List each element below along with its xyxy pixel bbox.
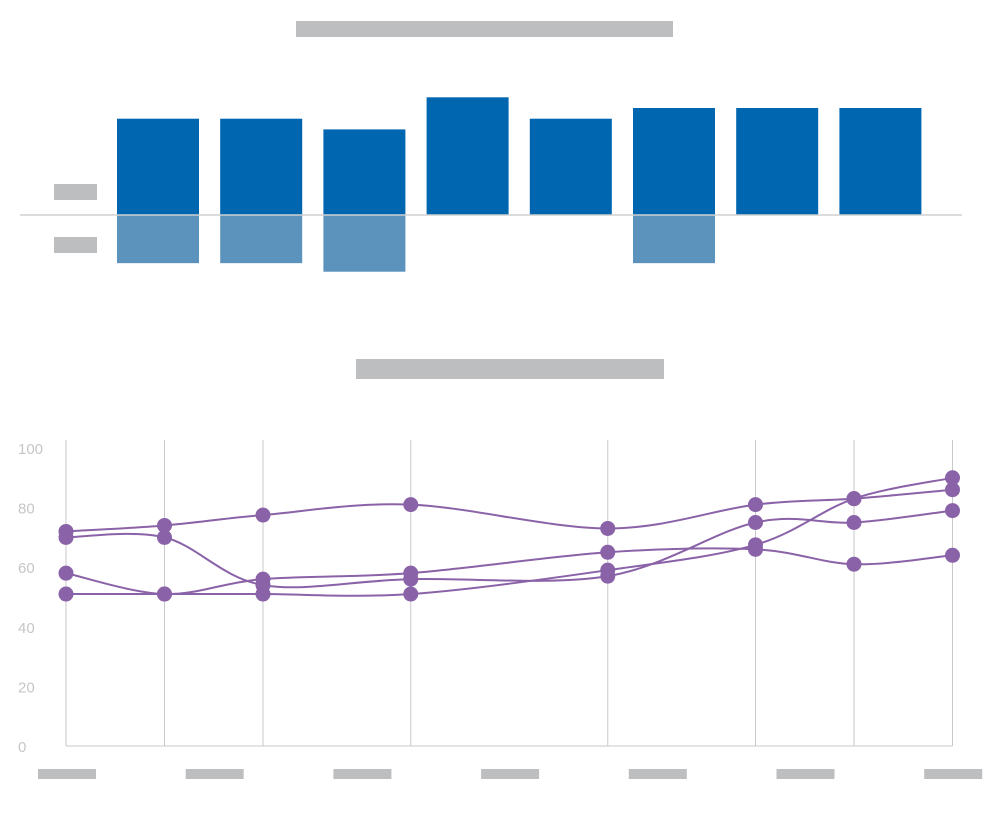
series-line-1 bbox=[65, 488, 953, 533]
series-4-point bbox=[945, 470, 960, 486]
bar-negative bbox=[323, 215, 406, 272]
y-tick-label: 80 bbox=[18, 501, 35, 518]
series-3-point bbox=[255, 571, 271, 587]
x-label-placeholder bbox=[185, 769, 244, 779]
y-tick-label: 20 bbox=[18, 679, 35, 696]
bar-positive bbox=[529, 118, 612, 215]
series-4-point bbox=[748, 537, 763, 553]
bar-legend-positive-placeholder bbox=[54, 184, 97, 200]
series-1-point bbox=[945, 482, 960, 498]
series-line-4 bbox=[66, 476, 953, 597]
series-3-point bbox=[945, 547, 960, 563]
series-4-point bbox=[600, 562, 616, 578]
bar-positive bbox=[220, 118, 303, 215]
series-3-point bbox=[846, 556, 862, 572]
bar-negative bbox=[633, 215, 715, 264]
series-line-3 bbox=[65, 547, 953, 596]
series-2-point bbox=[748, 515, 763, 530]
bar-negative bbox=[117, 215, 199, 264]
series-1-point bbox=[157, 517, 172, 533]
series-1-point bbox=[255, 507, 271, 523]
series-line-2 bbox=[65, 509, 953, 589]
bar-positive bbox=[633, 108, 715, 215]
bar-positive bbox=[323, 129, 406, 215]
bar-positive bbox=[736, 108, 819, 215]
series-4-point bbox=[157, 586, 172, 602]
bar-chart-title-placeholder bbox=[296, 21, 673, 37]
y-tick-label: 60 bbox=[18, 560, 35, 577]
series-2-point bbox=[846, 515, 862, 530]
y-tick-label: 100 bbox=[18, 441, 43, 458]
bar-positive bbox=[426, 97, 509, 215]
y-tick-label: 0 bbox=[18, 739, 26, 756]
x-label-placeholder bbox=[628, 769, 687, 779]
series-4-point bbox=[403, 586, 419, 602]
y-tick-label: 40 bbox=[18, 620, 35, 637]
series-1-point bbox=[748, 497, 763, 513]
x-label-placeholder bbox=[481, 769, 540, 779]
series-3-point bbox=[58, 565, 74, 581]
line-chart-title-placeholder bbox=[356, 359, 664, 379]
series-4-point bbox=[846, 491, 862, 507]
x-label-placeholder bbox=[38, 769, 96, 779]
bar-positive bbox=[117, 118, 199, 215]
series-2-point bbox=[157, 529, 172, 545]
bar-negative bbox=[220, 215, 303, 264]
series-3-point bbox=[403, 565, 419, 581]
x-label-placeholder bbox=[776, 769, 835, 779]
bar-positive bbox=[839, 108, 922, 215]
series-4-point bbox=[255, 586, 271, 602]
series-3-point bbox=[600, 544, 616, 560]
x-label-placeholder bbox=[924, 769, 983, 779]
x-label-placeholder bbox=[333, 769, 392, 779]
series-2-point bbox=[58, 529, 74, 545]
series-4-point bbox=[58, 586, 74, 602]
bar-legend-negative-placeholder bbox=[54, 237, 97, 253]
series-1-point bbox=[600, 520, 616, 536]
series-1-point bbox=[403, 497, 419, 513]
series-2-point bbox=[945, 503, 960, 519]
